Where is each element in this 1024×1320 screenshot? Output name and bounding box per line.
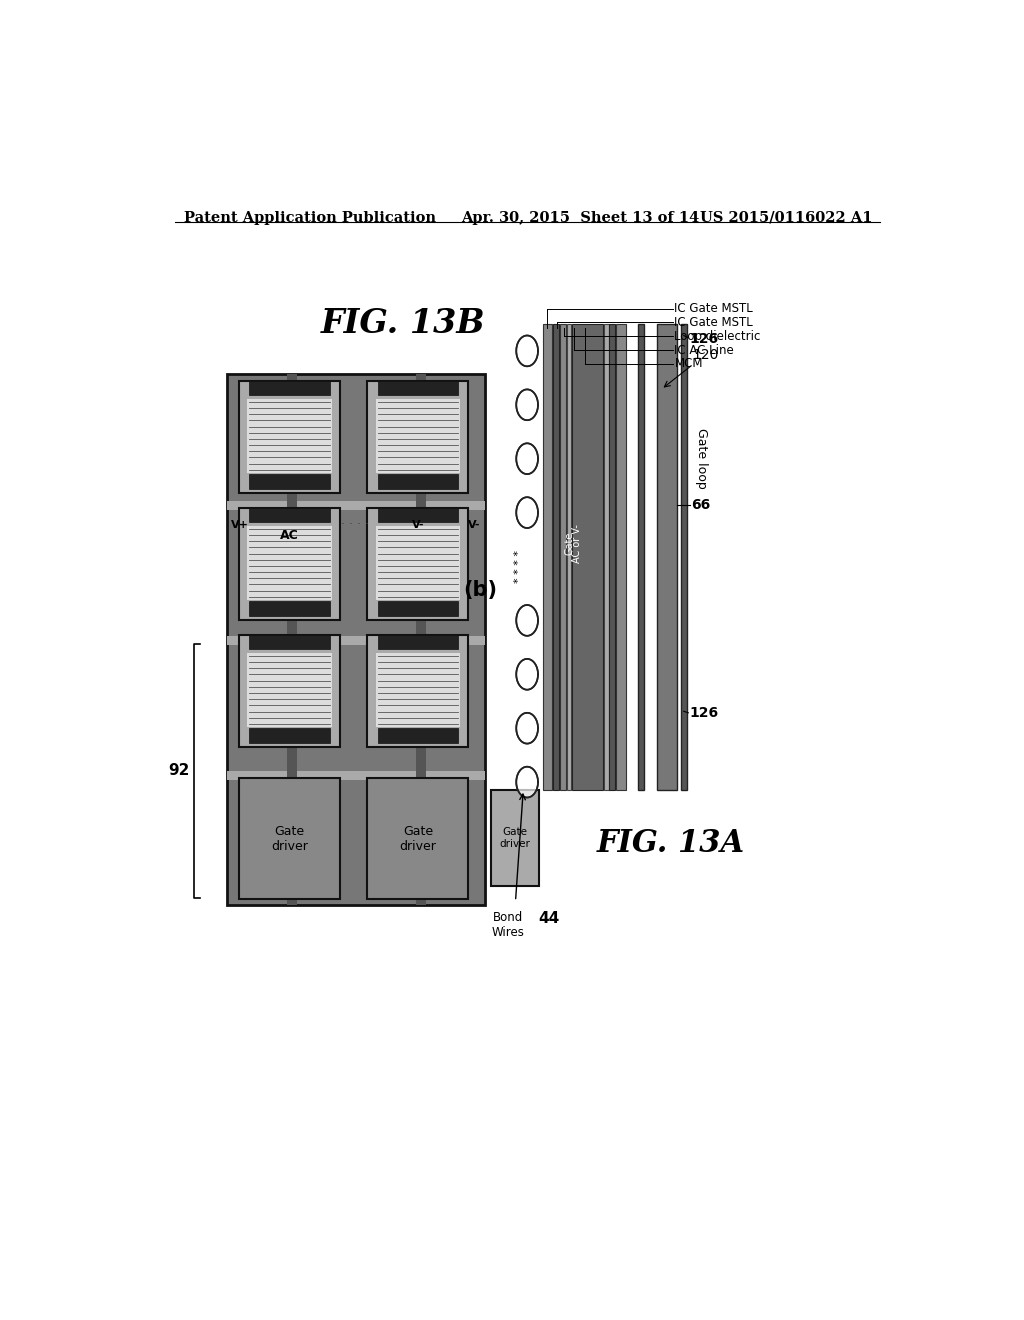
Polygon shape <box>516 389 538 420</box>
Bar <box>287 374 297 906</box>
Bar <box>376 399 460 473</box>
Bar <box>376 525 460 599</box>
Bar <box>239 635 340 747</box>
Bar <box>239 508 340 620</box>
Text: 126: 126 <box>690 333 719 346</box>
Bar <box>249 508 330 521</box>
Text: IC AC Line: IC AC Line <box>675 343 734 356</box>
Text: US 2015/0116022 A1: US 2015/0116022 A1 <box>699 211 872 224</box>
Text: AC: AC <box>280 529 299 543</box>
Text: V+: V+ <box>231 520 249 529</box>
Text: Gate: Gate <box>565 532 574 556</box>
Text: 126: 126 <box>690 706 719 719</box>
Text: Apr. 30, 2015  Sheet 13 of 14: Apr. 30, 2015 Sheet 13 of 14 <box>461 211 699 224</box>
Bar <box>616 323 626 789</box>
Bar <box>378 601 458 616</box>
Polygon shape <box>516 335 538 366</box>
Bar <box>247 399 332 473</box>
Bar <box>416 374 426 906</box>
Bar <box>249 635 330 649</box>
Bar <box>368 635 468 747</box>
Bar <box>249 729 330 743</box>
Text: Gate
driver: Gate driver <box>270 825 307 853</box>
Bar <box>378 508 458 521</box>
Bar <box>378 474 458 488</box>
Bar <box>378 635 458 649</box>
Bar <box>566 323 571 789</box>
Text: 66: 66 <box>691 498 711 512</box>
Text: Gate
driver: Gate driver <box>399 825 436 853</box>
Polygon shape <box>516 498 538 528</box>
Polygon shape <box>516 713 538 743</box>
Polygon shape <box>516 767 538 797</box>
Bar <box>227 502 484 511</box>
Bar <box>227 636 484 645</box>
Text: FIG. 13B: FIG. 13B <box>321 308 485 341</box>
Bar <box>609 323 615 789</box>
Text: Gate loop: Gate loop <box>694 428 708 490</box>
Bar <box>227 771 484 780</box>
Bar <box>638 323 644 789</box>
Polygon shape <box>516 659 538 689</box>
Bar <box>249 474 330 488</box>
Bar <box>378 729 458 743</box>
Text: Loop dielectric: Loop dielectric <box>675 330 761 343</box>
Text: Bond
Wires: Bond Wires <box>492 911 524 940</box>
Bar <box>376 653 460 727</box>
Bar <box>247 653 332 727</box>
Bar <box>543 323 552 789</box>
Bar <box>604 323 608 789</box>
Text: Gate
driver: Gate driver <box>500 828 530 849</box>
Polygon shape <box>516 444 538 474</box>
Text: FIG. 13A: FIG. 13A <box>596 828 744 859</box>
Text: IC Gate MSTL: IC Gate MSTL <box>675 302 753 315</box>
Bar <box>657 323 677 789</box>
Bar <box>378 381 458 395</box>
Bar <box>490 789 539 886</box>
Bar <box>239 779 340 899</box>
Text: AC or V-: AC or V- <box>572 524 583 562</box>
Text: Patent Application Publication: Patent Application Publication <box>183 211 436 224</box>
Text: 120: 120 <box>665 347 719 387</box>
Polygon shape <box>516 605 538 636</box>
Bar <box>572 323 603 789</box>
Bar <box>681 323 687 789</box>
Text: 44: 44 <box>539 911 560 927</box>
Text: V-: V- <box>468 520 480 529</box>
Bar <box>239 381 340 492</box>
Text: . . . .: . . . . <box>341 513 369 527</box>
Bar <box>368 381 468 492</box>
Text: (b): (b) <box>464 579 498 599</box>
Text: IC Gate MSTL: IC Gate MSTL <box>675 315 753 329</box>
Bar <box>560 323 566 789</box>
Bar <box>553 323 559 789</box>
Bar <box>368 779 468 899</box>
Bar <box>249 381 330 395</box>
Text: V-: V- <box>412 520 424 529</box>
Bar <box>249 601 330 616</box>
Text: MCM: MCM <box>675 358 702 371</box>
Bar <box>247 525 332 599</box>
Bar <box>368 508 468 620</box>
Bar <box>227 374 484 906</box>
Text: * * * *: * * * * <box>514 550 524 583</box>
Text: 92: 92 <box>169 763 190 777</box>
